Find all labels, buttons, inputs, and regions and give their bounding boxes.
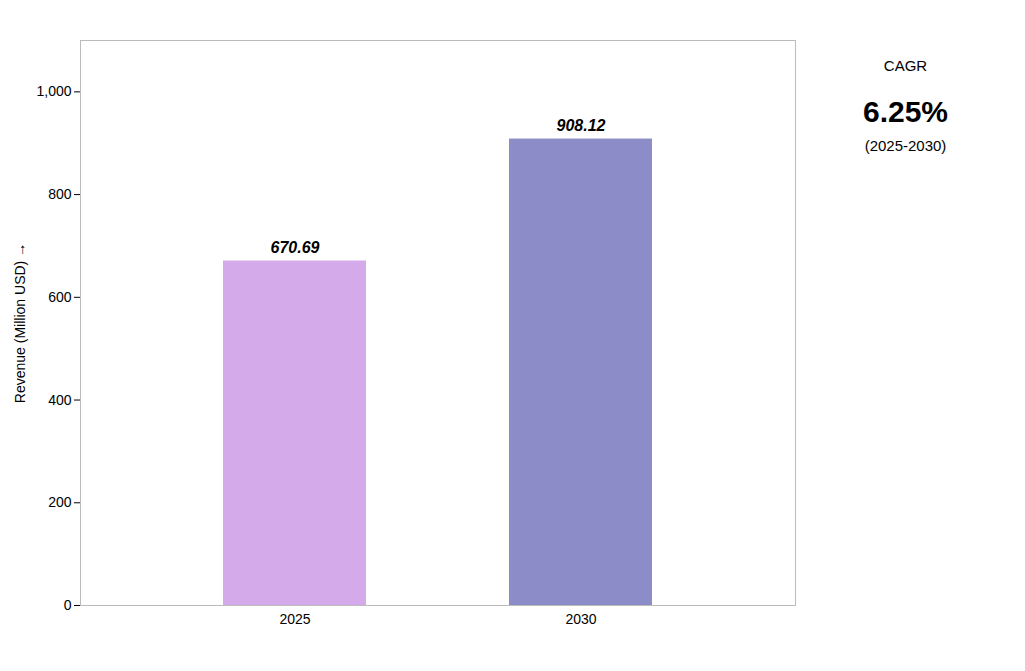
svg-text:2025: 2025 — [279, 611, 310, 627]
svg-text:200: 200 — [48, 494, 72, 510]
svg-text:2030: 2030 — [565, 611, 596, 627]
svg-text:400: 400 — [48, 392, 72, 408]
svg-text:800: 800 — [48, 186, 72, 202]
svg-text:Revenue (Million USD) →: Revenue (Million USD) → — [12, 243, 28, 403]
svg-text:670.69: 670.69 — [271, 239, 320, 256]
svg-text:6.25%: 6.25% — [863, 95, 948, 128]
svg-text:(2025-2030): (2025-2030) — [865, 137, 947, 154]
svg-text:0: 0 — [64, 597, 72, 613]
svg-text:CAGR: CAGR — [884, 57, 928, 74]
svg-text:1,000: 1,000 — [36, 83, 71, 99]
svg-text:600: 600 — [48, 289, 72, 305]
svg-text:908.12: 908.12 — [557, 117, 606, 134]
